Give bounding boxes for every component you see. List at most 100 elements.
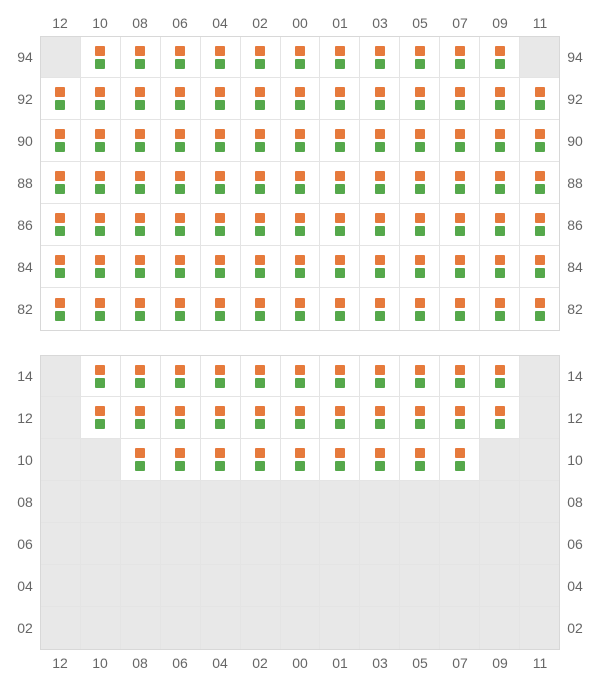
row-label-left: 88 xyxy=(10,162,40,204)
indicator-bottom xyxy=(135,100,145,110)
indicator-top xyxy=(455,87,465,97)
slot-empty xyxy=(121,607,161,649)
slot-populated xyxy=(440,288,480,330)
indicator-top xyxy=(375,171,385,181)
indicator-top xyxy=(295,87,305,97)
slot-populated xyxy=(201,78,241,119)
slot-empty xyxy=(81,523,121,564)
slot-populated xyxy=(400,397,440,438)
grid-row xyxy=(41,523,559,565)
slot-populated xyxy=(480,397,520,438)
slot-populated xyxy=(81,356,121,396)
indicator-top xyxy=(495,171,505,181)
indicator-top xyxy=(135,129,145,139)
indicator-bottom xyxy=(55,226,65,236)
indicator-bottom xyxy=(335,100,345,110)
indicator-top xyxy=(95,255,105,265)
slot-populated xyxy=(241,162,281,203)
indicator-top xyxy=(95,171,105,181)
slot-populated xyxy=(41,162,81,203)
slot-empty xyxy=(281,565,321,606)
indicator-bottom xyxy=(95,184,105,194)
indicator-top xyxy=(455,213,465,223)
indicator-top xyxy=(175,365,185,375)
indicator-bottom xyxy=(135,311,145,321)
slot-populated xyxy=(281,120,321,161)
grid-row xyxy=(41,397,559,439)
indicator-bottom xyxy=(215,311,225,321)
slot-empty xyxy=(480,565,520,606)
slot-populated xyxy=(241,204,281,245)
slot-populated xyxy=(161,162,201,203)
slot-populated xyxy=(440,78,480,119)
indicator-top xyxy=(215,213,225,223)
indicator-bottom xyxy=(135,226,145,236)
indicator-top xyxy=(415,406,425,416)
slot-populated xyxy=(400,37,440,77)
indicator-bottom xyxy=(175,184,185,194)
indicator-top xyxy=(95,87,105,97)
indicator-top xyxy=(255,171,265,181)
indicator-top xyxy=(455,129,465,139)
indicator-top xyxy=(175,298,185,308)
indicator-bottom xyxy=(135,142,145,152)
indicator-bottom xyxy=(335,311,345,321)
indicator-top xyxy=(335,46,345,56)
slot-empty xyxy=(121,481,161,522)
indicator-top xyxy=(375,448,385,458)
indicator-bottom xyxy=(455,59,465,69)
slot-populated xyxy=(121,356,161,396)
indicator-bottom xyxy=(295,226,305,236)
grid xyxy=(40,36,560,331)
slot-empty xyxy=(480,523,520,564)
col-label: 08 xyxy=(120,15,160,31)
indicator-top xyxy=(375,298,385,308)
grid-row xyxy=(41,78,559,120)
slot-populated xyxy=(281,288,321,330)
slot-empty xyxy=(480,439,520,480)
slot-empty xyxy=(201,523,241,564)
indicator-bottom xyxy=(95,100,105,110)
indicator-top xyxy=(255,87,265,97)
indicator-top xyxy=(255,365,265,375)
indicator-bottom xyxy=(455,461,465,471)
slot-empty xyxy=(41,356,81,396)
indicator-top xyxy=(55,129,65,139)
slot-empty xyxy=(41,439,81,480)
indicator-bottom xyxy=(95,142,105,152)
slot-empty xyxy=(400,607,440,649)
indicator-bottom xyxy=(455,142,465,152)
slot-empty xyxy=(81,439,121,480)
slot-empty xyxy=(281,481,321,522)
col-label: 03 xyxy=(360,655,400,671)
indicator-bottom xyxy=(375,311,385,321)
col-label: 01 xyxy=(320,655,360,671)
slot-populated xyxy=(360,356,400,396)
slot-populated xyxy=(360,397,400,438)
column-labels: 12100806040200010305070911 xyxy=(10,10,590,36)
indicator-bottom xyxy=(135,378,145,388)
indicator-bottom xyxy=(215,461,225,471)
indicator-bottom xyxy=(255,378,265,388)
indicator-bottom xyxy=(215,419,225,429)
indicator-top xyxy=(335,406,345,416)
slot-populated xyxy=(360,246,400,287)
row-label-right: 12 xyxy=(560,397,590,439)
slot-populated xyxy=(201,120,241,161)
indicator-top xyxy=(495,46,505,56)
col-label: 02 xyxy=(240,655,280,671)
slot-populated xyxy=(440,439,480,480)
indicator-top xyxy=(495,406,505,416)
indicator-top xyxy=(215,298,225,308)
col-label: 04 xyxy=(200,15,240,31)
slot-populated xyxy=(480,204,520,245)
slot-populated xyxy=(161,439,201,480)
indicator-top xyxy=(55,171,65,181)
indicator-top xyxy=(255,406,265,416)
indicator-top xyxy=(175,46,185,56)
indicator-top xyxy=(415,448,425,458)
indicator-bottom xyxy=(295,184,305,194)
indicator-bottom xyxy=(255,419,265,429)
indicator-bottom xyxy=(415,461,425,471)
slot-populated xyxy=(121,288,161,330)
